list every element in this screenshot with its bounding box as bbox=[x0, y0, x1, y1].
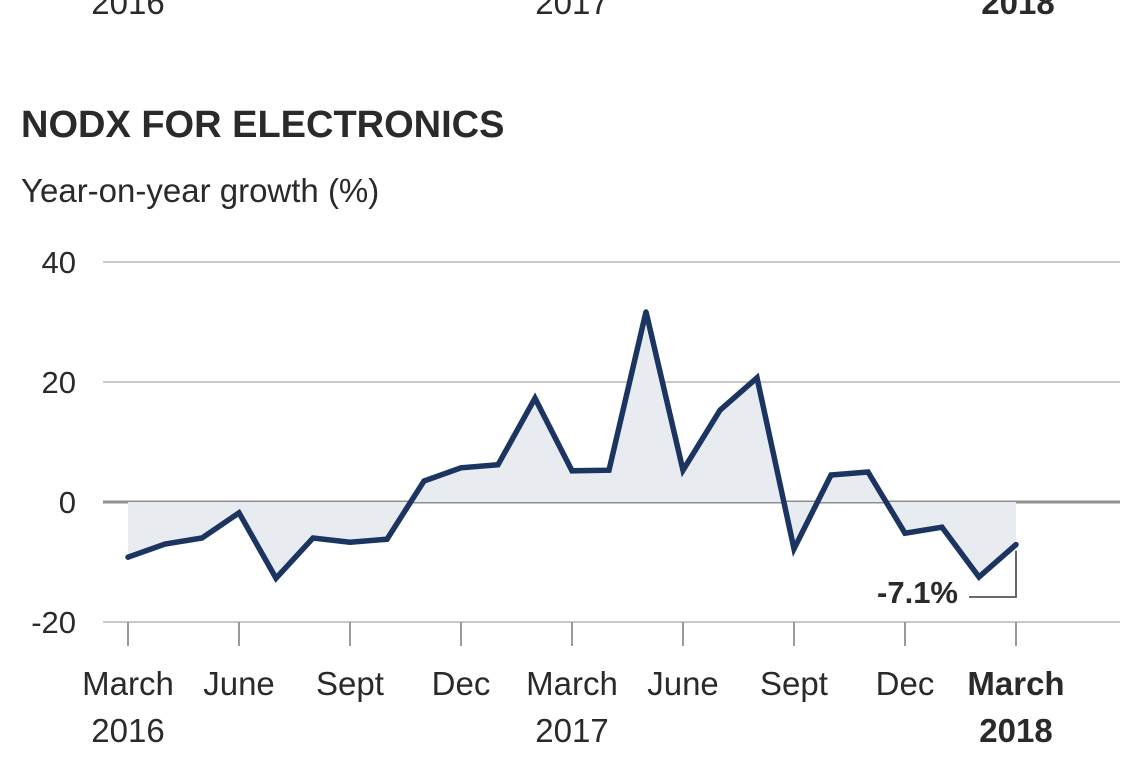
x-tick-label-month: March bbox=[967, 665, 1064, 702]
data-point bbox=[236, 510, 242, 516]
data-point bbox=[939, 524, 945, 530]
data-point bbox=[606, 467, 612, 473]
data-point bbox=[347, 539, 353, 545]
data-point bbox=[569, 468, 575, 474]
x-tick-label-month: March bbox=[526, 665, 618, 702]
data-point bbox=[458, 465, 464, 471]
x-tick-label-year: 2018 bbox=[979, 712, 1052, 749]
data-point bbox=[495, 462, 501, 468]
data-point bbox=[532, 395, 538, 401]
data-point bbox=[791, 546, 797, 552]
chart-title: NODX FOR ELECTRONICS bbox=[21, 104, 505, 146]
x-tick-label-month: March bbox=[82, 665, 174, 702]
top-year-2016: 2016 bbox=[91, 0, 165, 21]
data-point bbox=[754, 375, 760, 381]
series-points bbox=[125, 309, 1019, 581]
data-point bbox=[976, 574, 982, 580]
x-tick-label-month: June bbox=[203, 665, 275, 702]
x-tick-label-month: Sept bbox=[760, 665, 828, 702]
callout: -7.1% bbox=[877, 550, 1017, 610]
top-year-2018: 2018 bbox=[981, 0, 1055, 21]
data-point bbox=[384, 536, 390, 542]
y-axis-label: Year-on-year growth (%) bbox=[21, 172, 380, 209]
x-tick-label-month: Dec bbox=[876, 665, 935, 702]
data-point bbox=[680, 467, 686, 473]
x-tick-label-year: 2016 bbox=[91, 712, 164, 749]
series-area-fill bbox=[128, 311, 1016, 579]
x-tick-label-year: 2017 bbox=[535, 712, 608, 749]
gridlines bbox=[103, 261, 1120, 623]
x-ticks: March 2016 June Sept Dec March 2017 June Sept Dec… bbox=[82, 622, 1065, 749]
data-point bbox=[310, 535, 316, 541]
y-tick-label: -20 bbox=[31, 605, 76, 640]
y-tick-label: 20 bbox=[42, 365, 76, 400]
data-point bbox=[199, 535, 205, 541]
x-tick-label-month: Dec bbox=[432, 665, 491, 702]
data-point bbox=[865, 469, 871, 475]
data-point bbox=[421, 478, 427, 484]
callout-leader-line bbox=[969, 550, 1017, 598]
data-point bbox=[643, 309, 649, 315]
y-tick-label: 40 bbox=[42, 245, 76, 280]
data-point bbox=[125, 554, 131, 560]
y-tick-labels: 40 20 0 -20 bbox=[31, 245, 76, 640]
top-year-2017: 2017 bbox=[535, 0, 609, 21]
x-tick-label-month: Sept bbox=[316, 665, 384, 702]
data-point bbox=[273, 575, 279, 581]
data-point bbox=[717, 407, 723, 413]
data-point bbox=[902, 530, 908, 536]
data-point bbox=[162, 541, 168, 547]
y-tick-label: 0 bbox=[59, 485, 76, 520]
x-tick-label-month: June bbox=[647, 665, 719, 702]
callout-label: -7.1% bbox=[877, 575, 958, 610]
data-point bbox=[1013, 542, 1019, 548]
data-point bbox=[828, 472, 834, 478]
